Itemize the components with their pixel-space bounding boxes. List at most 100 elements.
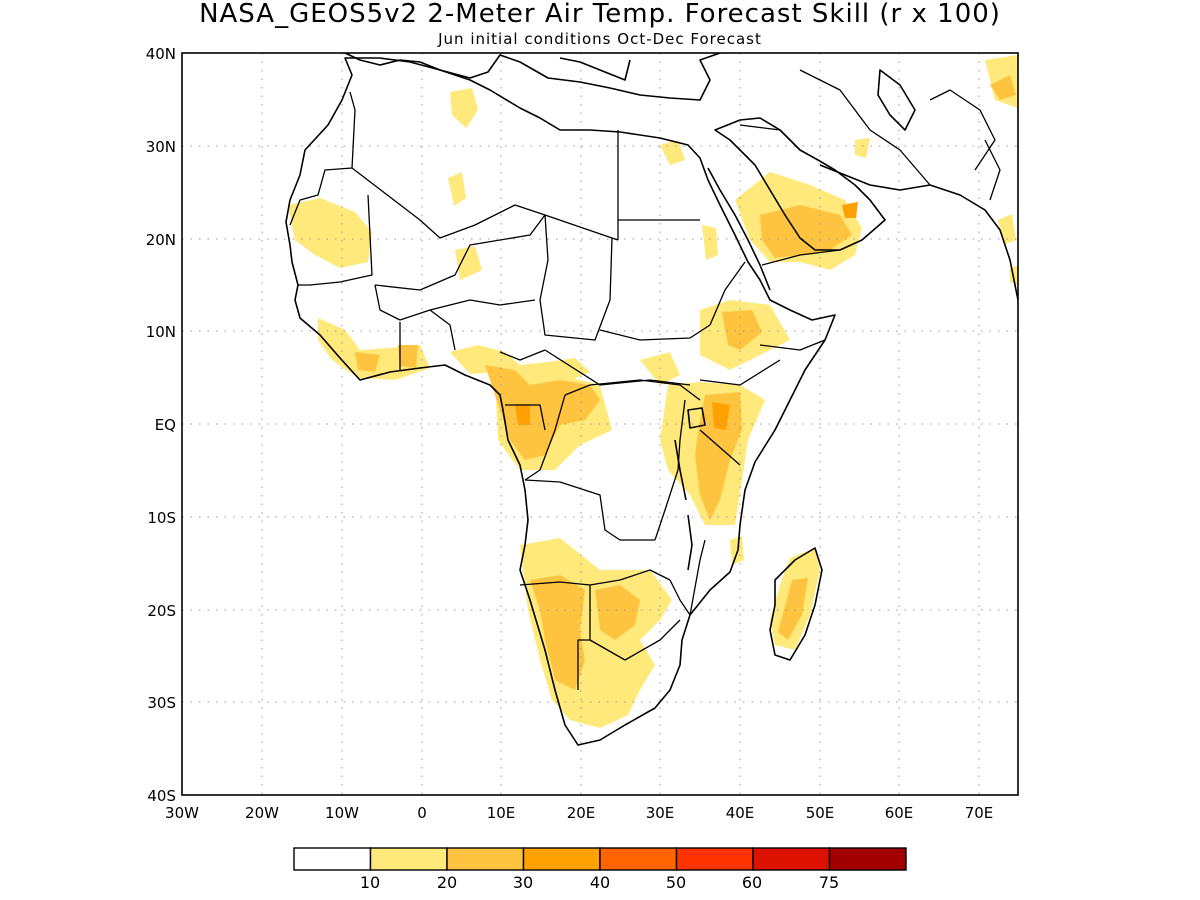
lon-label: 30E — [646, 804, 675, 822]
colorbar-swatch — [599, 847, 678, 871]
border-gabon-congo — [505, 404, 546, 431]
border-mali-niger — [374, 214, 546, 291]
colorbar-swatch — [293, 847, 372, 871]
border-afghanistan — [929, 89, 996, 171]
skill-region-west-sahara — [288, 198, 372, 268]
border-india-pakistan — [984, 139, 1001, 201]
lat-label: 20N — [146, 231, 176, 249]
lon-label: 0 — [417, 804, 427, 822]
border-ethiopia-kenya — [699, 359, 781, 386]
colorbar-swatch — [369, 847, 448, 871]
skill-region-tajik — [990, 75, 1016, 100]
skill-region-angola-namibia-core — [530, 575, 585, 690]
plot-frame — [181, 52, 1019, 796]
lon-label: 50E — [806, 804, 835, 822]
colorbar-swatch — [828, 847, 907, 871]
skill-10-20-regions — [288, 55, 1018, 728]
skill-20-30-regions — [355, 75, 1016, 690]
lon-label: 60E — [885, 804, 914, 822]
latitude-labels: 40N 30N 20N 10N EQ 10S 20S 30S 40S — [146, 45, 176, 805]
border-mozambique — [669, 539, 706, 616]
skill-region-gabon-core — [515, 405, 530, 425]
lat-label: 30S — [147, 694, 176, 712]
lon-label: 40E — [726, 804, 755, 822]
border-west-africa-internal — [374, 284, 456, 351]
border-saudi-yemen — [761, 249, 841, 266]
skill-region-gulf-oman — [842, 202, 858, 218]
border-iran — [799, 69, 931, 186]
lon-label: 20E — [567, 804, 596, 822]
border-drc-east — [654, 399, 686, 541]
coastline-persian-gulf — [819, 164, 1018, 301]
skill-30-40-regions — [515, 202, 858, 430]
skill-region-iran — [855, 138, 870, 158]
border-cameroon — [499, 349, 546, 361]
border-angola-drc — [524, 479, 655, 541]
border-car — [544, 349, 691, 386]
border-sudan-ethiopia — [709, 261, 746, 326]
skill-region-botswana-core — [595, 585, 640, 640]
border-botswana-sa — [589, 619, 681, 661]
skill-region-madagascar-core — [778, 578, 808, 640]
coastline-europe — [344, 53, 721, 101]
skill-region-india-west — [998, 214, 1016, 245]
colorbar-label: 30 — [513, 873, 533, 892]
border-sudan-south-sudan — [599, 324, 711, 341]
skill-region-nigeria-core — [485, 365, 600, 460]
skill-region-egypt-coast — [660, 140, 685, 165]
map-subtitle: Jun initial conditions Oct-Dec Forecast — [437, 30, 762, 48]
skill-region-southern-africa — [520, 538, 672, 728]
border-kenya-tanzania — [699, 429, 741, 466]
skill-region-red-sea-west — [702, 225, 718, 260]
skill-region-algeria — [448, 172, 466, 206]
colorbar-label: 40 — [590, 873, 610, 892]
skill-region-guinea-core — [355, 352, 380, 372]
border-zambia-zimbabwe — [589, 569, 671, 586]
colorbar-label: 20 — [437, 873, 457, 892]
lat-label: EQ — [155, 416, 176, 434]
border-algeria-mali — [351, 167, 546, 239]
border-drc-congo — [524, 394, 566, 481]
coastline-mediterranean-islands — [559, 57, 631, 81]
skill-region-niger — [455, 246, 482, 280]
coastline-madagascar — [769, 547, 823, 661]
border-angola-namibia — [519, 581, 591, 586]
border-drc-north — [564, 379, 701, 401]
colorbar-label: 75 — [819, 873, 839, 892]
longitude-labels: 30W 20W 10W 0 10E 20E 30E 40E 50E 60E 70… — [165, 804, 993, 822]
border-namibia-botswana — [577, 585, 591, 690]
gridlines — [182, 53, 1018, 795]
lat-label: 40N — [146, 45, 176, 63]
border-morocco-algeria — [289, 91, 356, 226]
lat-label: 30N — [146, 138, 176, 156]
colorbar-swatch — [522, 847, 601, 871]
lon-label: 10E — [487, 804, 516, 822]
political-borders — [289, 69, 1001, 690]
border-ethiopia-somalia — [759, 339, 826, 351]
border-libya-chad — [544, 214, 619, 241]
map-title: NASA_GEOS5v2 2-Meter Air Temp. Forecast … — [199, 0, 1001, 29]
coastline-red-sea-east — [707, 167, 771, 291]
colorbar-label: 60 — [742, 873, 762, 892]
lon-label: 20W — [245, 804, 279, 822]
coastline-lake-malawi — [687, 514, 693, 571]
border-niger-nigeria — [429, 299, 536, 311]
skill-region-arabia-core — [760, 205, 852, 258]
skill-region-ethiopia-core — [722, 310, 762, 350]
skill-region-ghana-core — [398, 345, 418, 368]
skill-region-morocco — [450, 88, 478, 128]
colorbar-swatch — [675, 847, 754, 871]
border-chad-sudan — [539, 214, 613, 341]
coastline-africa — [285, 57, 836, 746]
colorbar-label: 10 — [360, 873, 380, 892]
lat-label: 20S — [147, 602, 176, 620]
lat-label: 10S — [147, 509, 176, 527]
border-saudi-iraq — [739, 124, 801, 151]
lat-label: 10N — [146, 323, 176, 341]
coastlines — [285, 53, 1018, 746]
lon-label: 70E — [965, 804, 994, 822]
coastline-lake-victoria — [687, 407, 706, 429]
coastline-lake-tanganyika — [674, 439, 687, 501]
colorbar-swatch — [446, 847, 525, 871]
